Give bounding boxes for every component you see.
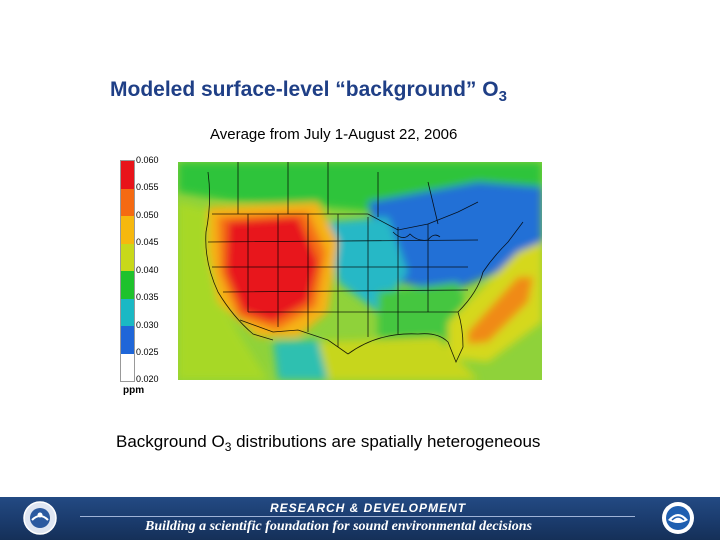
legend-tick-3: 0.045 bbox=[136, 237, 159, 247]
great-lakes bbox=[392, 231, 441, 241]
caption-subscript: 3 bbox=[224, 440, 232, 454]
map-subtitle: Average from July 1-August 22, 2006 bbox=[210, 126, 458, 143]
noaa-seal-icon bbox=[662, 502, 694, 534]
footer-banner: RESEARCH & DEVELOPMENT Building a scient… bbox=[0, 497, 720, 540]
legend-swatch-6 bbox=[121, 298, 134, 326]
us-canada-border bbox=[212, 201, 479, 231]
legend-swatch-1 bbox=[121, 161, 134, 189]
legend-tick-1: 0.055 bbox=[136, 182, 159, 192]
state-lines-vertical bbox=[247, 214, 429, 347]
canada-provinces bbox=[237, 162, 439, 225]
map-caption: Background O3 distributions are spatiall… bbox=[116, 432, 541, 454]
footer-tagline: Building a scientific foundation for sou… bbox=[145, 519, 533, 534]
caption-text-end: distributions are spatially heterogeneou… bbox=[231, 432, 541, 451]
legend-tick-8: 0.020 bbox=[136, 374, 159, 384]
ozone-map bbox=[178, 162, 542, 380]
state-lines-horizontal bbox=[207, 239, 479, 313]
northeast-blue bbox=[368, 182, 542, 292]
us-mexico-border bbox=[239, 319, 349, 355]
legend-swatch-7 bbox=[121, 326, 134, 354]
legend-tick-5: 0.035 bbox=[136, 292, 159, 302]
legend-swatch-4 bbox=[121, 243, 134, 271]
ocean-pacific-green bbox=[178, 202, 268, 380]
legend-tick-0: 0.060 bbox=[136, 155, 159, 165]
legend-swatch-3 bbox=[121, 216, 134, 244]
legend-swatch-5 bbox=[121, 271, 134, 299]
slide-title: Modeled surface-level “background” O3 bbox=[110, 78, 507, 105]
legend-swatch-2 bbox=[121, 188, 134, 216]
legend-tick-4: 0.040 bbox=[136, 265, 159, 275]
coastline-gulf bbox=[347, 221, 524, 364]
atlantic-orange-plume bbox=[468, 277, 533, 344]
color-legend: 0.060 0.055 0.050 0.045 0.040 0.035 0.03… bbox=[120, 155, 180, 398]
footer-heading: RESEARCH & DEVELOPMENT bbox=[270, 501, 467, 515]
footer-divider bbox=[80, 516, 635, 517]
legend-color-bar bbox=[120, 160, 135, 382]
legend-swatch-8 bbox=[121, 353, 134, 381]
legend-tick-7: 0.025 bbox=[136, 347, 159, 357]
legend-unit: ppm bbox=[123, 385, 145, 396]
mexico-cyan bbox=[273, 340, 328, 380]
coastline-west bbox=[205, 171, 274, 341]
legend-tick-2: 0.050 bbox=[136, 210, 159, 220]
epa-seal-icon bbox=[23, 501, 57, 535]
caption-text-start: Background O bbox=[116, 432, 225, 451]
west-red bbox=[226, 217, 318, 322]
slide-title-text: Modeled surface-level “background” O bbox=[110, 78, 499, 101]
legend-tick-6: 0.030 bbox=[136, 320, 159, 330]
slide-title-subscript: 3 bbox=[498, 88, 507, 105]
